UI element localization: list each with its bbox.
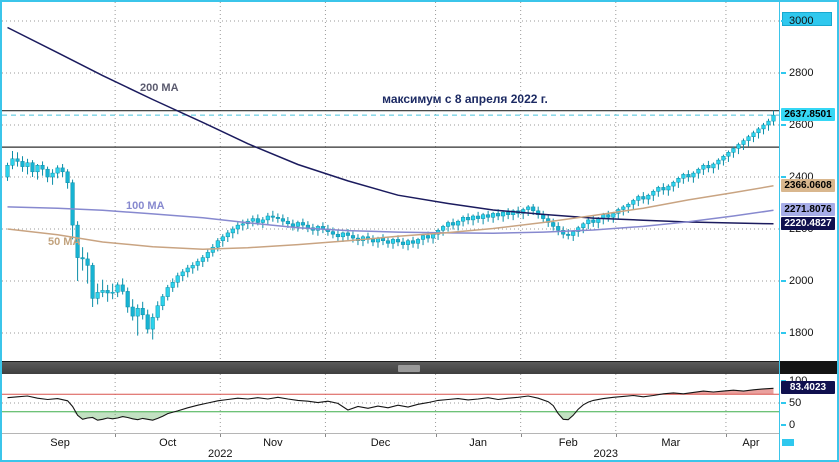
price-axis-tick-mark — [781, 332, 786, 334]
price-axis-tick-label: 2000 — [789, 275, 814, 287]
month-tick-mark — [725, 434, 727, 437]
month-label: Feb — [558, 437, 578, 449]
price-badge: 2637.8501 — [781, 108, 835, 122]
month-label: Oct — [159, 437, 177, 449]
price-badge: 2220.4827 — [781, 216, 835, 230]
indicator-axis-tick-label: 0 — [789, 419, 796, 431]
price-badge: 2271.8076 — [781, 203, 835, 217]
price-axis-tick-label: 3000 — [789, 15, 814, 27]
main-price-chart[interactable] — [2, 2, 779, 361]
price-axis-tick-label: 1800 — [789, 327, 814, 339]
indicator-axis-tick-label: 50 — [789, 397, 802, 409]
year-label: 2023 — [593, 448, 619, 460]
indicator-axis-tick-mark — [781, 402, 786, 404]
ma100-label: 100 MA — [126, 200, 165, 212]
month-label: Apr — [742, 437, 760, 449]
month-label: Dec — [370, 437, 391, 449]
price-axis-tick-mark — [781, 280, 786, 282]
month-label: Mar — [661, 437, 681, 449]
indicator-line — [7, 387, 774, 421]
indicator-grid-layer — [2, 374, 779, 433]
ma50-label: 50 MA — [48, 236, 81, 248]
level-lines-layer — [2, 110, 779, 148]
grid-layer — [2, 2, 779, 361]
scrollbar-handle[interactable] — [398, 365, 420, 372]
ma200-label: 200 MA — [140, 82, 179, 94]
month-tick-mark — [115, 434, 117, 437]
indicator-axis-tick-mark — [781, 380, 786, 382]
month-tick-mark — [325, 434, 327, 437]
price-axis-tick-mark — [781, 176, 786, 178]
price-axis-tick-label: 2600 — [789, 119, 814, 131]
oscillator-panel[interactable] — [2, 374, 779, 433]
indicator-axis-tick-mark — [781, 424, 786, 426]
price-axis-tick-label: 2800 — [789, 67, 814, 79]
year-label: 2022 — [208, 448, 233, 460]
price-badge: 2366.0608 — [781, 178, 835, 192]
axis-top-button[interactable] — [782, 12, 832, 26]
price-axis-tick-mark — [781, 72, 786, 74]
axis-scrollbar-block — [780, 361, 837, 374]
month-tick-mark — [435, 434, 437, 437]
price-axis-tick-mark — [781, 20, 786, 22]
annotation-maximum: максимум с 8 апреля 2022 г. — [382, 92, 548, 106]
price-axis: 30002800260024002200200018002637.8501236… — [779, 2, 837, 460]
month-label: Sep — [50, 437, 70, 449]
price-axis-tick-mark — [781, 124, 786, 126]
month-label: Nov — [263, 437, 283, 449]
month-tick-mark — [615, 434, 617, 437]
month-label: Jan — [469, 437, 487, 449]
month-tick-mark — [220, 434, 222, 437]
month-tick-mark — [520, 434, 522, 437]
horizontal-scrollbar[interactable] — [2, 361, 779, 374]
time-axis: Sep Oct Nov Dec Jan Feb Mar Apr 2022 2023 — [2, 433, 779, 460]
axis-corner-marker[interactable] — [782, 439, 794, 446]
ma-lines-layer — [7, 26, 774, 251]
indicator-badge: 83.4023 — [781, 381, 835, 395]
